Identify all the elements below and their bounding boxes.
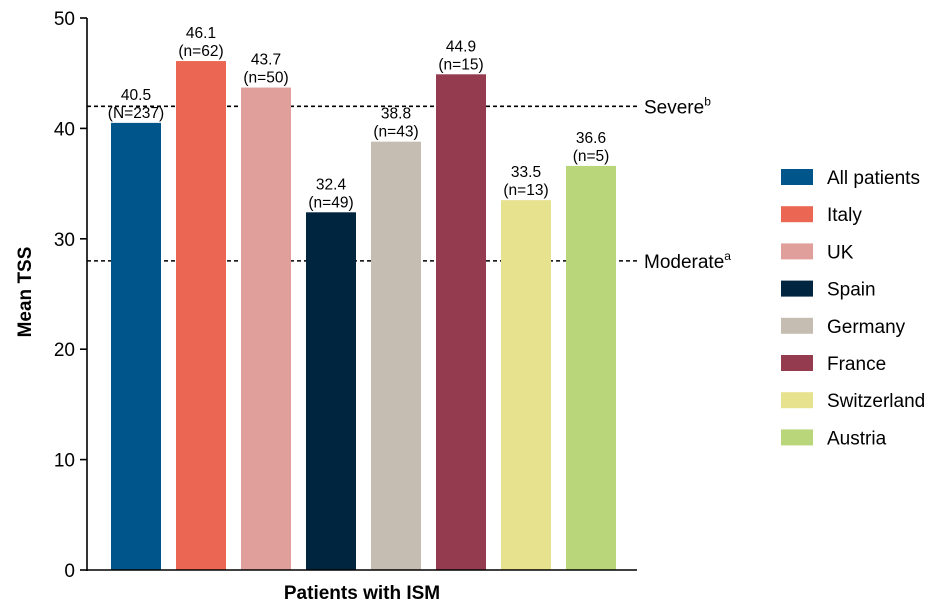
bar-n-label: (n=49) <box>308 194 353 211</box>
bar-labels: 40.5(N=237) 46.1(n=62) 43.7(n=50) 32.4(n=49… <box>108 25 610 211</box>
legend-label: All patients <box>827 168 920 189</box>
legend-swatch <box>781 392 813 409</box>
bar-n-label: (n=43) <box>373 124 418 141</box>
bar-austria <box>566 165 616 570</box>
bar-n-label: (N=237) <box>108 105 164 122</box>
legend-label: UK <box>827 242 854 263</box>
legend: All patients Italy UK Spain Germany France Swi… <box>781 168 925 449</box>
reference-label-severe: Severeb <box>644 94 711 118</box>
reference-lines <box>87 105 637 262</box>
y-tick-label: 0 <box>64 561 75 582</box>
bar-switzerland <box>501 200 551 570</box>
bar-germany <box>371 141 421 570</box>
legend-label: Switzerland <box>827 391 925 412</box>
bar-value-label: 32.4 <box>316 176 347 193</box>
bar-n-label: (n=15) <box>438 56 483 73</box>
legend-label: Germany <box>827 317 906 338</box>
bar-n-label: (n=62) <box>178 43 223 60</box>
bar-value-label: 40.5 <box>121 87 151 104</box>
legend-swatch <box>781 206 813 223</box>
legend-swatch <box>781 243 813 260</box>
bar-value-label: 33.5 <box>511 164 541 181</box>
y-tick-label: 20 <box>54 340 75 361</box>
bar-italy <box>176 61 226 570</box>
axes: 0 10 20 30 40 50 <box>54 9 637 582</box>
bar-value-label: 43.7 <box>251 52 281 69</box>
y-tick-label: 40 <box>54 119 75 140</box>
y-tick-label: 50 <box>54 9 75 30</box>
legend-label: Austria <box>827 428 887 449</box>
reference-line-labels: Severeb Moderatea <box>644 94 731 273</box>
bar-n-label: (n=50) <box>243 70 288 87</box>
legend-label: Italy <box>827 205 862 226</box>
y-axis-title: Mean TSS <box>15 247 36 338</box>
legend-label: Spain <box>827 280 876 301</box>
bar-value-label: 44.9 <box>446 38 476 55</box>
bars <box>111 61 616 570</box>
legend-label: France <box>827 354 886 375</box>
bar-all-patients <box>111 122 161 570</box>
legend-swatch <box>781 429 813 446</box>
bar-n-label: (n=5) <box>573 148 610 165</box>
bar-n-label: (n=13) <box>503 182 548 199</box>
bar-value-label: 38.8 <box>381 106 411 123</box>
bar-value-label: 36.6 <box>576 130 606 147</box>
reference-label-moderate: Moderatea <box>644 249 731 273</box>
y-tick-label: 10 <box>54 451 75 472</box>
y-tick-label: 30 <box>54 230 75 251</box>
legend-swatch <box>781 355 813 371</box>
bar-value-label: 46.1 <box>186 25 216 42</box>
bar-france <box>436 74 486 570</box>
legend-swatch <box>781 169 813 185</box>
bar-spain <box>306 212 356 570</box>
bar-uk <box>241 87 291 570</box>
x-axis-title: Patients with ISM <box>284 583 440 602</box>
legend-swatch <box>781 317 813 334</box>
legend-swatch <box>781 280 813 297</box>
